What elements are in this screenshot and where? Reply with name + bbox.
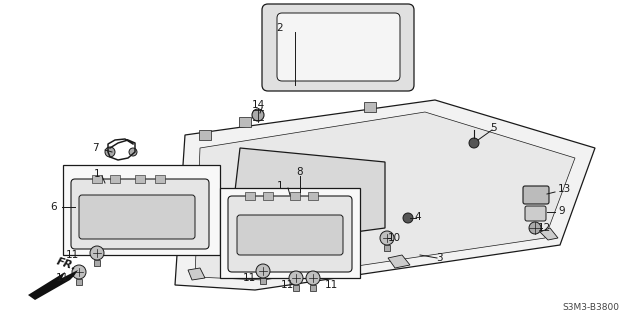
- FancyBboxPatch shape: [71, 179, 209, 249]
- Circle shape: [105, 147, 115, 157]
- Text: 1: 1: [93, 169, 100, 179]
- FancyBboxPatch shape: [228, 196, 352, 272]
- Bar: [293, 285, 299, 291]
- Bar: [63, 165, 220, 255]
- Text: 11: 11: [281, 280, 294, 290]
- Text: 11: 11: [56, 273, 69, 283]
- Polygon shape: [540, 228, 558, 240]
- Polygon shape: [28, 270, 78, 300]
- Text: 8: 8: [297, 167, 303, 177]
- Bar: [310, 285, 316, 291]
- Bar: [290, 192, 300, 200]
- FancyBboxPatch shape: [523, 186, 549, 204]
- FancyBboxPatch shape: [277, 13, 400, 81]
- Text: 11: 11: [243, 273, 256, 283]
- Text: 9: 9: [558, 206, 565, 216]
- Bar: [364, 102, 376, 112]
- Bar: [199, 130, 211, 140]
- Bar: [135, 175, 145, 183]
- Text: 1: 1: [277, 181, 283, 191]
- Bar: [308, 192, 318, 200]
- Text: 14: 14: [251, 100, 265, 110]
- Text: 11: 11: [325, 280, 338, 290]
- Bar: [155, 175, 165, 183]
- Bar: [94, 260, 100, 266]
- Bar: [384, 245, 390, 251]
- Text: 12: 12: [538, 223, 551, 233]
- Text: FR.: FR.: [55, 256, 78, 272]
- Circle shape: [289, 271, 303, 285]
- Polygon shape: [188, 268, 205, 280]
- Bar: [245, 192, 255, 200]
- Circle shape: [529, 222, 541, 234]
- Polygon shape: [388, 255, 410, 268]
- Bar: [92, 175, 102, 183]
- Polygon shape: [175, 100, 595, 290]
- Text: 2: 2: [276, 23, 283, 33]
- Polygon shape: [195, 112, 575, 280]
- Bar: [263, 192, 273, 200]
- Text: 10: 10: [388, 233, 401, 243]
- FancyBboxPatch shape: [262, 4, 414, 91]
- Text: 3: 3: [436, 253, 443, 263]
- Bar: [260, 278, 266, 284]
- Circle shape: [306, 271, 320, 285]
- Circle shape: [469, 138, 479, 148]
- Bar: [239, 117, 251, 127]
- Text: 5: 5: [490, 123, 497, 133]
- Bar: [110, 175, 120, 183]
- Text: 11: 11: [66, 250, 79, 260]
- Text: 6: 6: [50, 202, 57, 212]
- Bar: [220, 188, 360, 278]
- Circle shape: [90, 246, 104, 260]
- FancyBboxPatch shape: [79, 195, 195, 239]
- FancyBboxPatch shape: [237, 215, 343, 255]
- Text: 7: 7: [92, 143, 99, 153]
- Bar: [76, 279, 82, 285]
- Circle shape: [129, 148, 137, 156]
- Circle shape: [403, 213, 413, 223]
- Text: 13: 13: [558, 184, 571, 194]
- Circle shape: [380, 231, 394, 245]
- Text: 4: 4: [414, 212, 421, 222]
- Circle shape: [256, 264, 270, 278]
- Circle shape: [252, 109, 264, 121]
- FancyBboxPatch shape: [525, 206, 546, 221]
- Text: S3M3-B3800: S3M3-B3800: [562, 303, 619, 312]
- Polygon shape: [233, 148, 385, 242]
- Circle shape: [72, 265, 86, 279]
